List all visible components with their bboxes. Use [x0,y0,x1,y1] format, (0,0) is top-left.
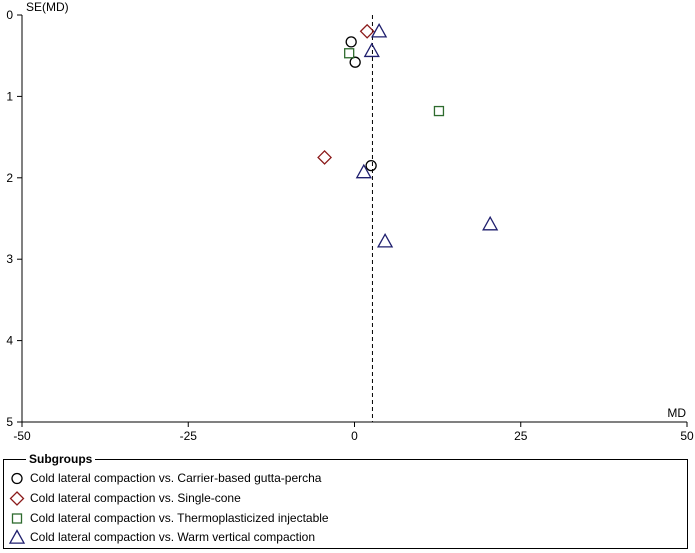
legend-item-carrier-based: Cold lateral compaction vs. Carrier-base… [8,469,321,487]
y-axis-label: SE(MD) [26,0,69,14]
data-point-triangle [371,22,388,38]
x-axis-label: MD [667,406,686,420]
legend-circle-marker [11,472,23,485]
data-point-square [433,105,445,117]
data-point-square [344,48,355,59]
legend: Subgroups Cold lateral compaction vs. Ca… [3,452,688,549]
legend-marker-shape [8,529,26,544]
legend-marker-shape [11,513,23,524]
y-tick-label: 3 [6,252,13,266]
data-point-circle [345,36,357,48]
y-tick-label: 4 [6,334,13,348]
legend-square-marker [11,513,23,524]
x-tick-label: -25 [180,429,198,443]
x-tick-label: -50 [13,429,31,443]
data-point-triangle [363,42,380,58]
legend-item-warm-vertical: Cold lateral compaction vs. Warm vertica… [8,528,315,546]
data-point-triangle [355,163,372,179]
y-tick-label: 0 [6,8,13,22]
legend-marker-shape [11,472,23,485]
legend-item-thermoplasticized: Cold lateral compaction vs. Thermoplasti… [8,509,329,527]
x-tick-label: 50 [680,429,694,443]
y-tick-label: 5 [6,415,13,429]
data-point-triangle [482,215,499,231]
legend-label: Cold lateral compaction vs. Single-cone [30,491,241,505]
data-points [317,22,499,248]
legend-label: Cold lateral compaction vs. Thermoplasti… [30,511,329,525]
data-point-circle [349,56,361,68]
y-tick-label: 1 [6,89,13,103]
data-point-diamond [317,150,332,165]
legend-triangle-marker [8,529,26,544]
x-tick-label: 25 [514,429,528,443]
legend-item-single-cone: Cold lateral compaction vs. Single-cone [8,489,241,507]
legend-diamond-marker [9,491,25,506]
y-tick-label: 2 [6,171,13,185]
data-point-diamond [359,23,375,39]
data-point-triangle [376,232,394,248]
legend-title: Subgroups [26,452,96,466]
data-point-circle [365,159,377,172]
plot-axes: 0 1 2 3 4 5-50 -25 0 25 50 [6,8,694,443]
legend-label: Cold lateral compaction vs. Carrier-base… [30,471,322,485]
legend-marker-shape [9,491,25,506]
x-tick-label: 0 [351,429,358,443]
legend-label: Cold lateral compaction vs. Warm vertica… [30,530,315,544]
